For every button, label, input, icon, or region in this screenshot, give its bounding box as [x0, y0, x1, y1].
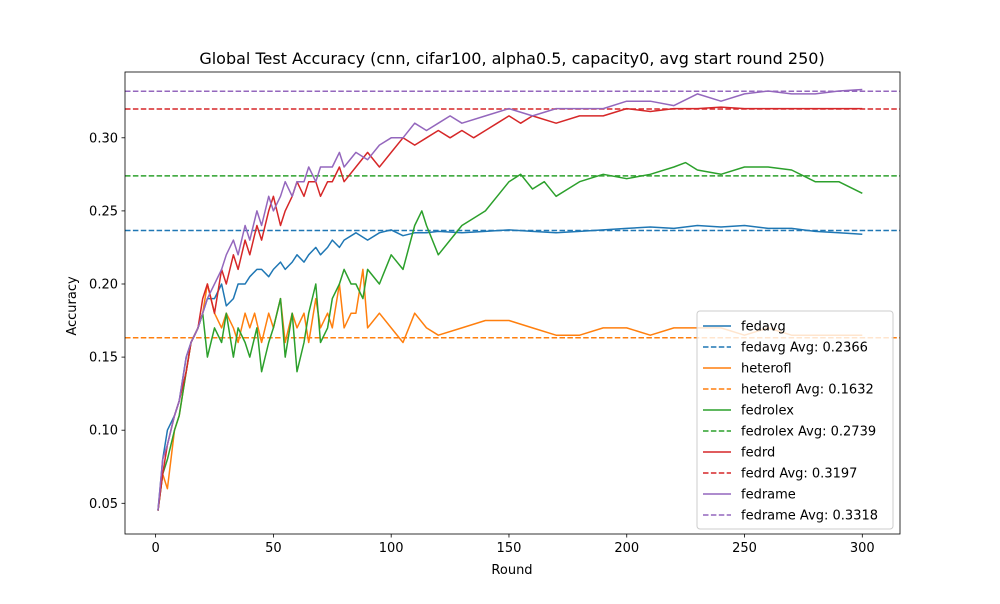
y-axis-label: Accuracy [65, 276, 80, 336]
legend-label: fedavg [741, 320, 786, 335]
y-tick-label: 0.05 [89, 497, 118, 512]
y-tick-label: 0.20 [89, 277, 118, 292]
legend-label: fedavg Avg: 0.2366 [741, 341, 868, 356]
legend-label: fedrame [741, 488, 796, 503]
legend-label: fedrolex Avg: 0.2739 [741, 425, 876, 440]
series-line-0 [157, 224, 863, 511]
series-line-4 [157, 161, 863, 511]
series-line-6 [157, 106, 863, 511]
x-tick-label: 0 [151, 541, 159, 556]
x-tick-label: 50 [265, 541, 282, 556]
x-tick-label: 250 [732, 541, 757, 556]
legend-label: heterofl [741, 362, 792, 377]
x-tick-label: 300 [850, 541, 875, 556]
plot-area [125, 88, 900, 511]
legend-box [696, 310, 894, 530]
y-tick-label: 0.10 [89, 424, 118, 439]
x-tick-label: 200 [614, 541, 639, 556]
legend-label: fedrd Avg: 0.3197 [741, 467, 857, 482]
axes-frame [124, 71, 901, 535]
x-tick-label: 100 [379, 541, 404, 556]
axes: 0 50 100 150 200 250 300 0.05 0.10 0.15 0.20 0.25 0.… [89, 71, 901, 556]
legend-label: fedrd [741, 446, 775, 461]
legend-label: fedrolex [741, 404, 794, 419]
y-tick-label: 0.25 [89, 204, 118, 219]
x-axis-label: Round [491, 563, 532, 578]
y-tick-label: 0.30 [89, 131, 118, 146]
y-tick-label: 0.15 [89, 351, 118, 366]
x-tick-label: 150 [497, 541, 522, 556]
legend: fedavg fedavg Avg: 0.2366 heterofl heterofl… [696, 310, 894, 530]
series-group [125, 88, 900, 511]
series-line-8 [157, 88, 863, 511]
legend-label: heterofl Avg: 0.1632 [741, 383, 874, 398]
chart-title: Global Test Accuracy (cnn, cifar100, alp… [199, 49, 824, 68]
legend-label: fedrame Avg: 0.3318 [741, 509, 878, 524]
